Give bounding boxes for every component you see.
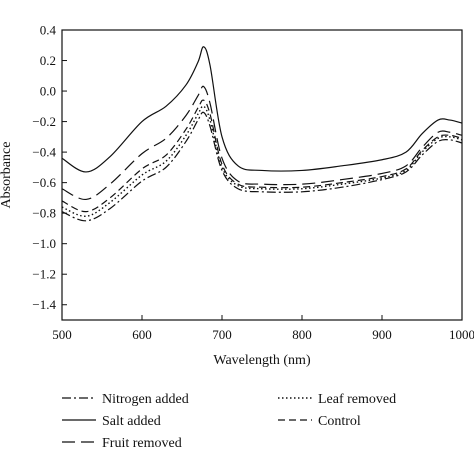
series-control-line [61,99,463,213]
legend-label-salt-added: Salt added [102,414,161,429]
y-tick-label: 0.4 [40,23,57,38]
legend-label-fruit-removed: Fruit removed [102,436,182,451]
y-tick-label: −1.4 [32,297,56,312]
legend-label-nitrogen-added: Nitrogen added [102,392,189,407]
plot-frame [61,29,463,321]
y-tick-label: −1.0 [32,236,56,251]
series-leaf-removed-line [61,105,463,217]
x-axis-label: Wavelength (nm) [213,353,311,368]
x-tick-label: 800 [292,327,312,342]
legend-label-leaf-removed: Leaf removed [318,392,396,407]
x-tick-label: 700 [212,327,232,342]
legend: Nitrogen added Leaf removed Salt added Cont… [62,392,396,451]
y-tick-label: 0.2 [40,53,56,68]
legend-label-control: Control [318,414,361,429]
ticks-layer: 500 600 700 800 900 1000 0.4 0.2 0.0 −0.2 −0.4 −0.6… [32,23,474,343]
x-tick-label: 900 [372,327,392,342]
y-tick-label: −0.6 [32,175,56,190]
x-tick-label: 1000 [449,327,474,342]
y-tick-label: −0.8 [32,206,56,221]
y-tick-label: −1.2 [32,267,56,282]
y-axis-label: Absorbance [0,142,14,209]
series-fruit-removed-line [61,85,463,201]
y-tick-label: −0.2 [32,114,56,129]
x-tick-label: 500 [52,327,72,342]
y-tick-label: −0.4 [32,145,56,160]
series-layer [61,46,463,222]
x-tick-label: 600 [132,327,152,342]
series-nitrogen-added-line [61,111,463,222]
y-tick-label: 0.0 [40,84,56,99]
series-salt-added-line [61,46,463,173]
